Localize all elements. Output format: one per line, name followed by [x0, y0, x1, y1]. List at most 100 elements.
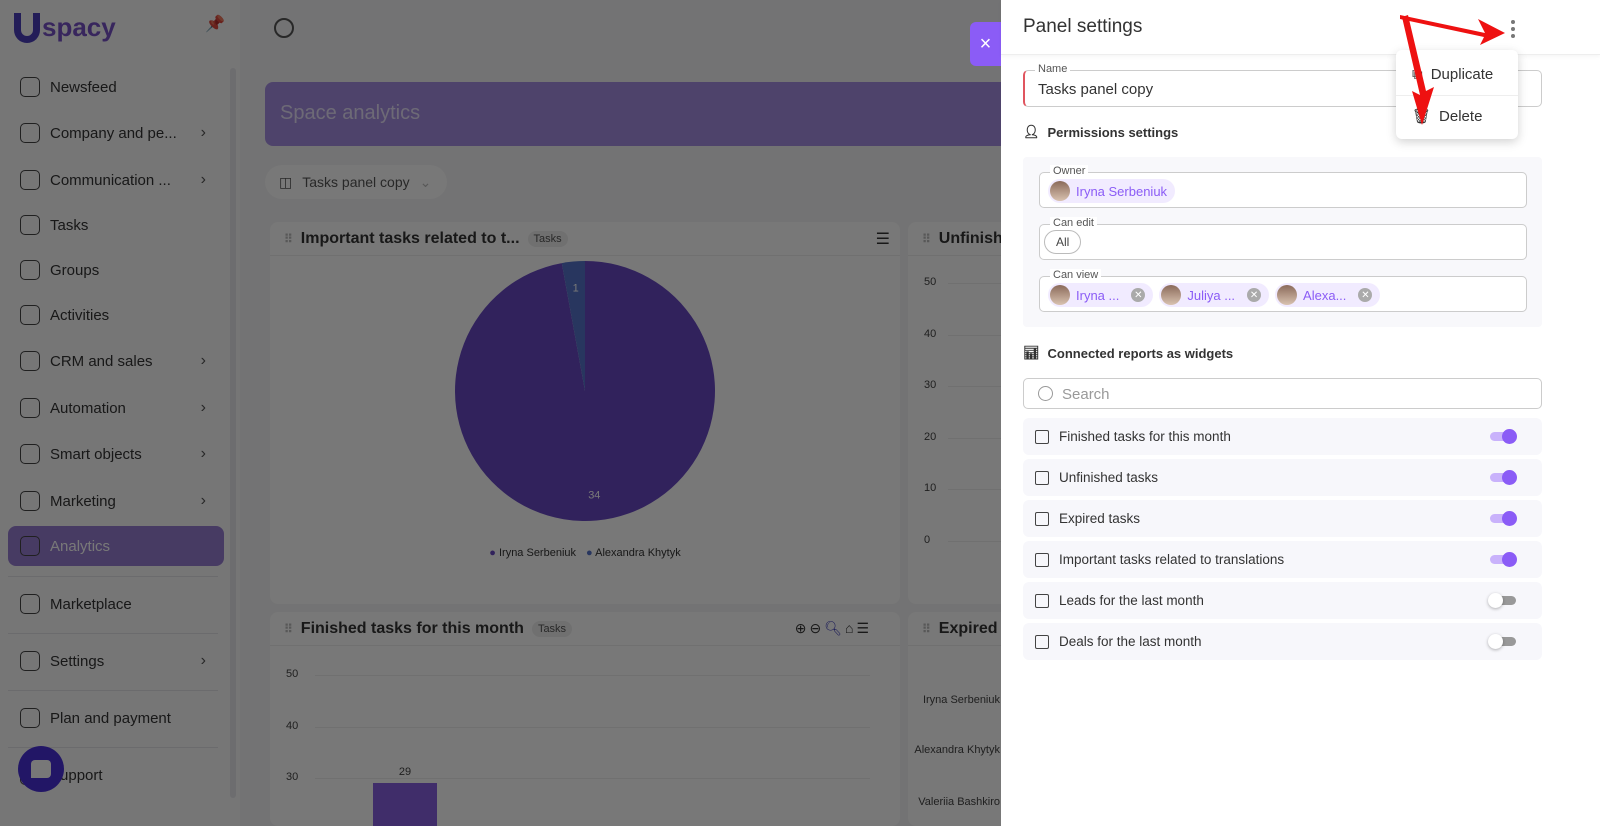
bar-chart-icon	[1035, 429, 1049, 444]
zoom-in-icon[interactable]: ⊕	[794, 620, 810, 636]
can-edit-field[interactable]: Can edit All	[1039, 217, 1527, 260]
page-banner: Space analytics	[265, 82, 1001, 146]
legend-item[interactable]: ● Alexandra Khytyk	[586, 547, 681, 559]
drag-handle-icon[interactable]: ⠿	[922, 621, 931, 636]
drag-handle-icon[interactable]: ⠿	[284, 231, 293, 246]
remove-icon[interactable]: ✕	[1358, 288, 1373, 302]
data-label: 1	[573, 282, 579, 294]
sidebar-item-label: Smart objects	[50, 445, 142, 463]
report-label: Deals for the last month	[1059, 634, 1202, 649]
close-drawer-button[interactable]: ×	[970, 22, 1001, 66]
gridline	[948, 386, 1001, 387]
sidebar-item-communication[interactable]: Communication ... ›	[8, 160, 224, 200]
y-tick-label: 20	[924, 430, 937, 443]
name-label: Name	[1035, 63, 1071, 75]
remove-icon[interactable]: ✕	[1247, 288, 1262, 302]
logo[interactable]: spacy	[14, 12, 116, 43]
permissions-title: Permissions settings	[1047, 124, 1179, 140]
viewer-chip[interactable]: Iryna ... ✕	[1048, 283, 1154, 307]
chevron-right-icon: ›	[200, 124, 206, 141]
pie-slice[interactable]	[561, 261, 585, 391]
sidebar-item-settings[interactable]: Settings ›	[8, 641, 224, 681]
zoom-out-icon[interactable]: ⊖	[809, 620, 825, 636]
user-settings-icon: 👤︎	[1023, 124, 1040, 139]
menu-icon[interactable]: ☰	[875, 230, 890, 248]
sidebar-item-analytics[interactable]: Analytics	[8, 526, 224, 566]
pin-icon[interactable]: 📌	[205, 16, 225, 33]
chevron-right-icon: ›	[200, 492, 206, 509]
widget-title: Important tasks related to t...	[300, 229, 520, 247]
can-view-field[interactable]: Can view Iryna ... ✕ Juliya ... ✕ Alexa...…	[1039, 269, 1527, 312]
y-tick-label: 30	[924, 379, 937, 391]
sidebar-item-smart-objects[interactable]: Smart objects ›	[8, 434, 224, 474]
reports-search-input[interactable]: Search	[1023, 378, 1542, 409]
report-toggle[interactable]	[1488, 593, 1516, 608]
search-icon	[1038, 386, 1053, 401]
gridline	[948, 283, 1001, 284]
report-row: Unfinished tasks	[1023, 459, 1542, 496]
panel-select[interactable]: ◫ Tasks panel copy ⌄	[265, 165, 447, 199]
drawer-header	[1001, 0, 1600, 55]
report-toggle[interactable]	[1490, 511, 1517, 526]
report-toggle[interactable]	[1488, 634, 1516, 649]
pie-chart-icon	[1035, 552, 1049, 567]
sidebar-item-label: Newsfeed	[50, 78, 117, 96]
sidebar-item-crm-and-sales[interactable]: CRM and sales ›	[8, 341, 224, 381]
report-toggle[interactable]	[1490, 429, 1517, 444]
search-icon[interactable]	[274, 18, 294, 38]
home-icon[interactable]: ⌂	[844, 620, 857, 636]
drag-handle-icon[interactable]: ⠿	[284, 621, 293, 636]
avatar	[1050, 285, 1070, 305]
bar[interactable]	[373, 783, 437, 826]
owner-field[interactable]: Owner Iryna Serbeniuk	[1039, 165, 1527, 208]
sidebar-item-activities[interactable]: Activities	[8, 295, 224, 335]
drag-handle-icon[interactable]: ⠿	[922, 231, 931, 246]
sidebar-item-groups[interactable]: Groups	[8, 250, 224, 290]
users-icon	[20, 260, 40, 280]
sidebar-item-label: Communication ...	[50, 171, 171, 189]
panel-select-value: Tasks panel copy	[302, 174, 410, 190]
sidebar-item-plan-and-payment[interactable]: Plan and payment	[8, 698, 224, 738]
megaphone-icon	[20, 491, 40, 511]
sidebar-scrollbar[interactable]	[230, 68, 236, 798]
logo-text: spacy	[42, 12, 116, 42]
sidebar-item-label: Settings	[50, 652, 105, 670]
sidebar-item-tasks[interactable]: Tasks	[8, 205, 224, 245]
zoom-select-icon[interactable]: 🔍︎	[824, 620, 845, 636]
data-label: 29	[398, 766, 412, 779]
sidebar-item-company-and-pe[interactable]: Company and pe... ›	[8, 113, 224, 153]
report-row: Leads for the last month	[1023, 582, 1542, 619]
owner-chip[interactable]: Iryna Serbeniuk	[1048, 179, 1176, 203]
sidebar-item-marketplace[interactable]: Marketplace	[8, 584, 224, 624]
permissions-box: Owner Iryna Serbeniuk Can edit All Can v…	[1023, 157, 1542, 327]
y-tick-label: Iryna Serbeniuk	[922, 694, 1000, 706]
legend-item[interactable]: ● Iryna Serbeniuk	[489, 547, 577, 559]
sidebar-item-automation[interactable]: Automation ›	[8, 388, 224, 428]
y-tick-label: 50	[924, 276, 937, 288]
store-icon	[20, 594, 40, 614]
menu-icon[interactable]: ☰	[856, 620, 872, 636]
widget-unfinished-tasks: ⠿ Unfinish 50 40 30 20 10 0	[908, 222, 1001, 604]
report-toggle[interactable]	[1490, 552, 1517, 567]
name-field[interactable]: Name Tasks panel copy	[1023, 63, 1542, 107]
annotation-arrows	[1400, 15, 1505, 125]
divider	[8, 633, 218, 634]
widget-finished-tasks: ⠿ Finished tasks for this month Tasks ⊕⊖🔍︎…	[270, 612, 900, 826]
sidebar-item-marketing[interactable]: Marketing ›	[8, 481, 224, 521]
reports-title: Connected reports as widgets	[1047, 345, 1234, 361]
report-toggle[interactable]	[1490, 470, 1517, 485]
sidebar-item-label: Tasks	[50, 216, 89, 234]
chart-legend: ● Iryna Serbeniuk ● Alexandra Khytyk	[270, 547, 900, 559]
home-icon	[20, 77, 40, 97]
viewer-chip[interactable]: Juliya ... ✕	[1159, 283, 1270, 307]
can-edit-chip[interactable]: All	[1044, 230, 1082, 254]
report-row: Expired tasks	[1023, 500, 1542, 537]
remove-icon[interactable]: ✕	[1131, 288, 1146, 302]
more-options-icon[interactable]	[1506, 18, 1520, 40]
viewer-chip[interactable]: Alexa... ✕	[1275, 283, 1381, 307]
support-chat-button[interactable]	[18, 746, 64, 792]
chevron-right-icon: ›	[200, 445, 206, 462]
chart-icon	[20, 536, 40, 556]
gear-icon	[20, 651, 40, 671]
sidebar-item-newsfeed[interactable]: Newsfeed	[8, 67, 224, 107]
